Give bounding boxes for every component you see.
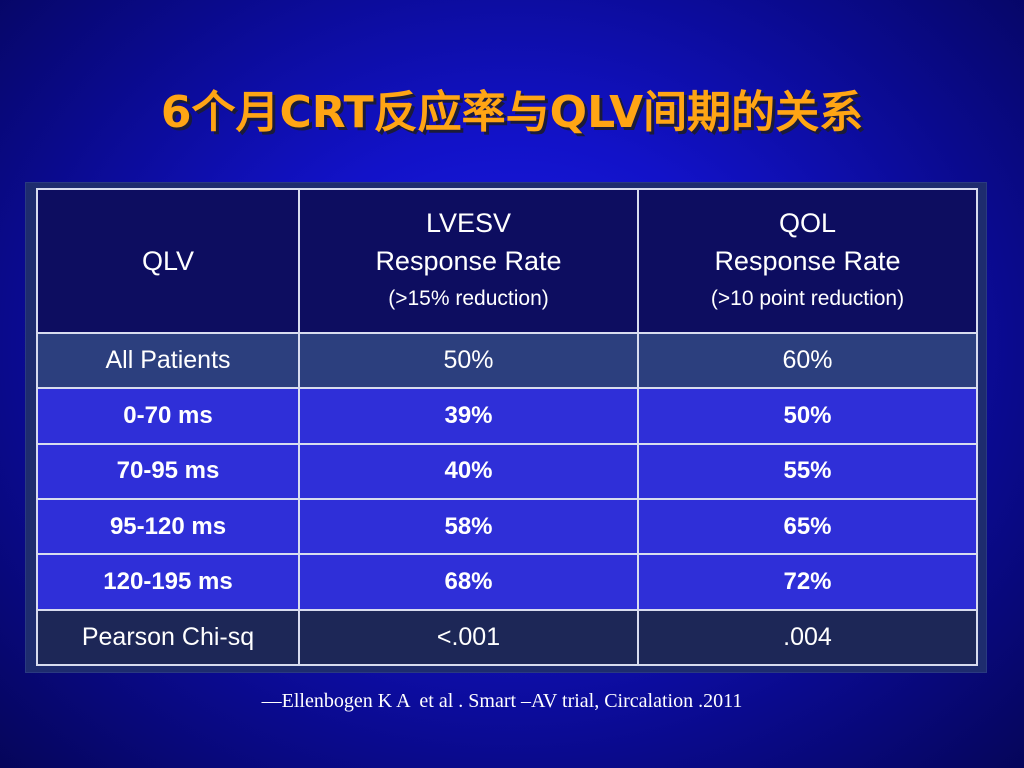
cell-lvesv: 68% (298, 553, 639, 611)
header-qlv: QLV (36, 188, 300, 334)
cell-qol: 50% (637, 387, 978, 445)
cell-qol: 60% (637, 331, 978, 390)
cell-qol: .004 (637, 608, 978, 667)
table-row: 120-195 ms 68% 72% (36, 553, 978, 611)
header-lvesv: LVESV Response Rate (>15% reduction) (298, 188, 639, 334)
cell-qol: 72% (637, 553, 978, 611)
table-row-pearson: Pearson Chi-sq <.001 .004 (36, 608, 978, 667)
header-qlv-label: QLV (141, 246, 195, 276)
cell-qlv: All Patients (36, 331, 300, 390)
header-lvesv-line1: LVESV (425, 208, 512, 238)
header-lvesv-line2: Response Rate (375, 246, 562, 276)
cell-qlv: 120-195 ms (36, 553, 300, 611)
table-header-row: QLV LVESV Response Rate (>15% reduction)… (36, 188, 978, 334)
table-frame: QLV LVESV Response Rate (>15% reduction)… (26, 183, 986, 672)
citation: —Ellenbogen K A et al . Smart –AV trial,… (261, 690, 743, 712)
header-lvesv-sub: (>15% reduction) (388, 287, 549, 310)
header-qol-sub: (>10 point reduction) (710, 287, 905, 310)
cell-lvesv: 39% (298, 387, 639, 445)
cell-qlv: 70-95 ms (36, 442, 300, 500)
table-row: 70-95 ms 40% 55% (36, 442, 978, 500)
cell-lvesv: 58% (298, 497, 639, 556)
cell-lvesv: 40% (298, 442, 639, 500)
cell-qlv: Pearson Chi-sq (36, 608, 300, 667)
table-row: 95-120 ms 58% 65% (36, 497, 978, 556)
slide-title: 6个月CRT反应率与QLV间期的关系 (160, 87, 864, 138)
cell-qlv: 0-70 ms (36, 387, 300, 445)
table-row: 0-70 ms 39% 50% (36, 387, 978, 445)
cell-qol: 65% (637, 497, 978, 556)
header-qol-line2: Response Rate (714, 246, 901, 276)
table-row-all-patients: All Patients 50% 60% (36, 331, 978, 390)
cell-lvesv: 50% (298, 331, 639, 390)
header-qol: QOL Response Rate (>10 point reduction) (637, 188, 978, 334)
response-rate-table: QLV LVESV Response Rate (>15% reduction)… (36, 188, 978, 667)
cell-qol: 55% (637, 442, 978, 500)
cell-qlv: 95-120 ms (36, 497, 300, 556)
header-qol-line1: QOL (778, 208, 837, 238)
cell-lvesv: <.001 (298, 608, 639, 667)
